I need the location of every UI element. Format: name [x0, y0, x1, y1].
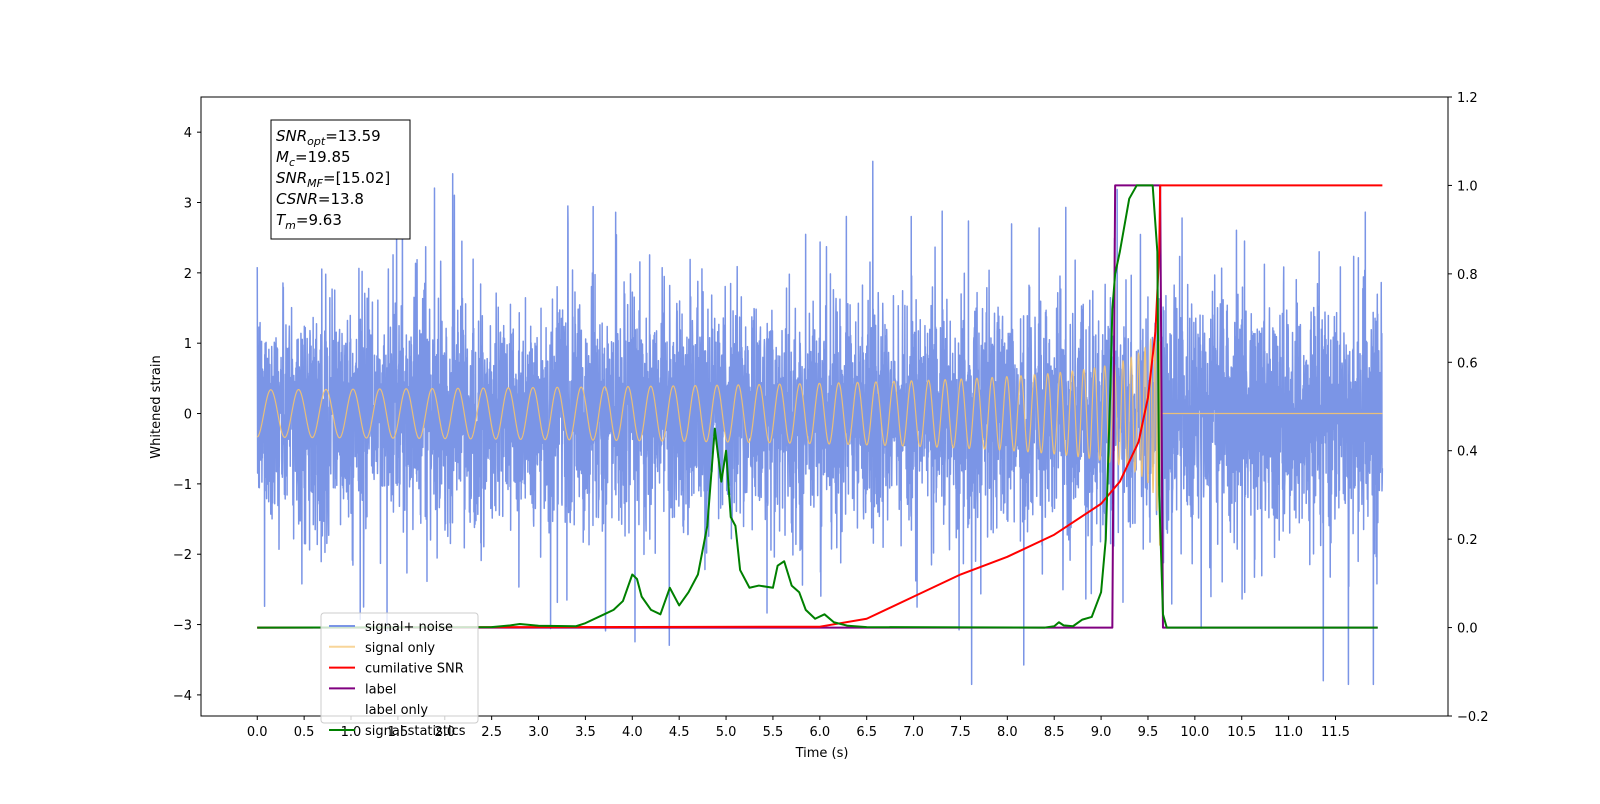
legend-entry: label only — [365, 703, 428, 718]
y-tick-label-right: 1.2 — [1457, 91, 1478, 106]
x-tick-label: 9.5 — [1138, 725, 1159, 740]
legend-entry: signal only — [365, 641, 435, 656]
y-tick-label-right: 0.2 — [1457, 533, 1478, 548]
legend: signal+ noise signal only cumilative SNR la… — [320, 612, 479, 739]
x-tick-label: 9.0 — [1091, 725, 1112, 740]
y-tick-label-right: −0.2 — [1457, 710, 1489, 725]
x-axis-label: Time (s) — [795, 746, 849, 761]
y-tick-label-right: 0.4 — [1457, 445, 1478, 460]
annotation-line: SNRopt=13.59 — [276, 127, 381, 148]
y-tick-label-left: 4 — [184, 126, 192, 141]
x-tick-label: 6.5 — [856, 725, 877, 740]
series-signal-statistics — [257, 184, 1378, 629]
legend-entry: signal+ noise — [365, 620, 453, 635]
annotation-frame — [270, 119, 411, 240]
series-signal-noise — [256, 160, 1384, 686]
y-tick-label-left: −1 — [173, 478, 192, 493]
x-tick-label: 2.0 — [434, 725, 455, 740]
annotation-line: CSNR=13.8 — [276, 190, 364, 208]
x-tick-label: 10.5 — [1227, 725, 1256, 740]
x-tick-label: 8.0 — [997, 725, 1018, 740]
x-tick-label: 2.5 — [481, 725, 502, 740]
legend-entry: label — [365, 682, 396, 697]
x-tick-label: 5.0 — [716, 725, 737, 740]
y-tick-label-left: 1 — [184, 337, 192, 352]
y-tick-label-left: −4 — [173, 689, 192, 704]
x-tick-label: 8.5 — [1044, 725, 1065, 740]
annotation-line: SNRMF=[15.02] — [276, 169, 390, 190]
legend-frame — [320, 612, 479, 724]
annotation-line: Mc=19.85 — [276, 148, 351, 169]
x-tick-label: 5.5 — [763, 725, 784, 740]
x-tick-label: 3.5 — [575, 725, 596, 740]
plot-area — [256, 160, 1384, 686]
x-tick-label: 0.5 — [294, 725, 315, 740]
x-tick-label: 11.0 — [1274, 725, 1303, 740]
y-tick-label-left: 2 — [184, 267, 192, 282]
series-signal-only — [256, 299, 1383, 546]
annotation-box: SNRopt=13.59Mc=19.85SNRMF=[15.02]CSNR=13… — [270, 119, 411, 240]
x-tick-label: 3.0 — [528, 725, 549, 740]
y-tick-label-right: 0.0 — [1457, 622, 1478, 637]
axes: 0.0 0.5 1.0 1.5 2.0 2.5 3.0 3.5 4.0 4.5 5.0 5.5 6.0 6… — [173, 91, 1489, 740]
y-tick-label-right: 0.6 — [1457, 356, 1478, 371]
y-tick-label-left: 3 — [184, 197, 192, 212]
x-tick-label: 7.5 — [950, 725, 971, 740]
x-tick-label: 6.0 — [809, 725, 830, 740]
legend-entry: cumilative SNR — [365, 662, 464, 677]
x-tick-label: 7.0 — [903, 725, 924, 740]
x-tick-label: 4.5 — [669, 725, 690, 740]
y-tick-label-right: 0.8 — [1457, 268, 1478, 283]
y-tick-label-left: −2 — [173, 548, 192, 563]
y-tick-label-right: 1.0 — [1457, 179, 1478, 194]
legend-entry: signal statistics — [365, 724, 466, 739]
x-tick-label: 0.0 — [247, 725, 268, 740]
x-tick-label: 1.5 — [388, 725, 409, 740]
annotation-line: Tm=9.63 — [276, 211, 342, 232]
x-tick-label: 11.5 — [1321, 725, 1350, 740]
y-axis-label: Whitened strain — [149, 355, 164, 458]
x-tick-label: 4.0 — [622, 725, 643, 740]
x-tick-label: 10.0 — [1180, 725, 1209, 740]
x-tick-label: 1.0 — [341, 725, 362, 740]
axes-frame — [200, 96, 1449, 717]
y-tick-label-left: −3 — [173, 619, 192, 634]
y-tick-label-left: 0 — [184, 408, 192, 423]
